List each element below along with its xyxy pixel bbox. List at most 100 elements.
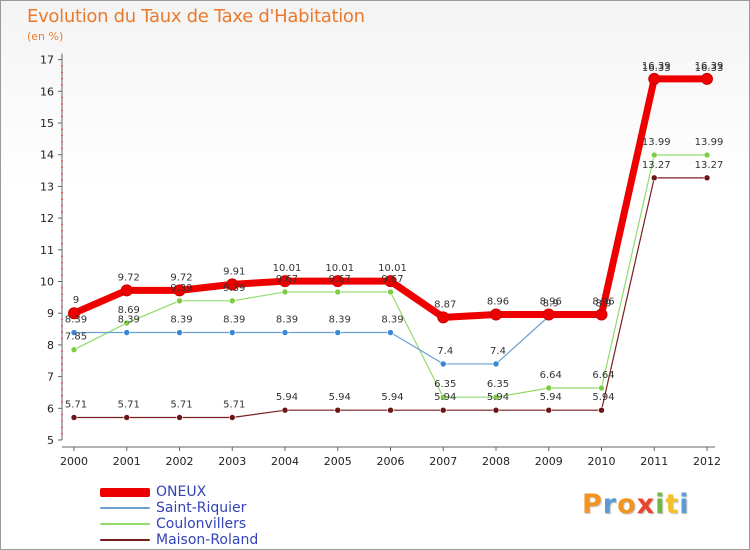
data-label: 6.35: [487, 379, 509, 390]
data-point-maison-roland: [123, 414, 131, 421]
data-label: 6.64: [540, 370, 562, 381]
y-tick-label: 14: [40, 149, 54, 162]
y-tick-label: 10: [40, 276, 54, 289]
legend-swatch: [100, 487, 150, 497]
y-tick-label: 6: [47, 402, 54, 415]
y-minor-tick: [61, 191, 63, 194]
y-minor-tick: [61, 134, 63, 137]
data-label: 6.64: [592, 370, 614, 381]
data-point-saint-riquier: [492, 360, 500, 368]
data-label: 13.99: [642, 137, 671, 148]
data-point-oneux: [490, 308, 502, 321]
legend-item: Coulonvillers: [100, 516, 258, 532]
data-point-coulonvillers: [334, 288, 342, 296]
y-minor-tick: [61, 115, 63, 118]
y-minor-tick: [61, 229, 63, 232]
y-minor-tick: [61, 65, 63, 67]
data-point-maison-roland: [545, 406, 553, 414]
data-label: 7.85: [65, 332, 87, 343]
y-minor-tick: [61, 255, 63, 258]
x-tick-label: 2011: [640, 455, 668, 468]
y-minor-tick: [61, 401, 63, 403]
data-point-coulonvillers: [439, 393, 447, 401]
y-minor-tick: [61, 318, 63, 321]
y-minor-tick: [61, 331, 63, 334]
y-minor-tick: [61, 426, 63, 429]
data-label: 16.39: [695, 61, 724, 72]
y-minor-tick: [61, 166, 63, 169]
y-minor-tick: [61, 71, 63, 74]
x-tick-label: 2009: [535, 455, 563, 468]
legend-swatch: [100, 523, 150, 525]
y-axis-unit: (en %): [27, 30, 64, 43]
legend-label: ONEUX: [156, 484, 207, 500]
data-label: 9.67: [329, 274, 351, 285]
y-tick-label: 8: [47, 339, 54, 352]
logo-letter: r: [602, 489, 618, 520]
data-point-oneux: [279, 275, 291, 288]
data-point-oneux: [120, 284, 133, 297]
y-minor-tick: [61, 388, 63, 391]
y-minor-tick: [61, 179, 63, 181]
data-label: 8.39: [329, 315, 351, 326]
data-label: 9.67: [381, 274, 403, 285]
logo-letter: x: [636, 489, 656, 520]
y-minor-tick: [61, 242, 63, 245]
y-minor-tick: [61, 394, 63, 397]
y-minor-tick: [61, 261, 63, 264]
data-point-coulonvillers: [228, 297, 236, 305]
data-point-coulonvillers: [123, 319, 131, 327]
y-minor-tick: [61, 109, 63, 112]
data-point-oneux: [437, 311, 450, 324]
y-minor-tick: [61, 432, 63, 435]
x-tick-label: 2006: [377, 455, 405, 468]
data-label: 5.94: [276, 392, 298, 403]
y-minor-tick: [61, 350, 63, 353]
data-point-coulonvillers: [598, 384, 605, 392]
y-minor-tick: [61, 160, 63, 162]
y-minor-tick: [61, 413, 63, 416]
y-minor-tick: [61, 293, 63, 296]
y-minor-tick: [61, 369, 63, 372]
data-point-oneux: [701, 72, 713, 85]
data-label: 9.39: [170, 283, 192, 294]
data-point-oneux: [331, 275, 344, 288]
data-label: 13.99: [695, 137, 724, 148]
data-label: 8.39: [170, 315, 192, 326]
data-point-oneux: [595, 308, 608, 321]
data-label: 7.4: [437, 346, 453, 357]
data-label: 16.33: [695, 63, 724, 74]
y-tick-label: 11: [40, 244, 54, 257]
data-label: 16.39: [642, 61, 671, 72]
y-minor-tick: [61, 103, 63, 105]
proxiti-logo: Proxiti: [582, 489, 690, 520]
x-tick-label: 2004: [271, 455, 299, 468]
data-label: 8.9: [543, 298, 559, 309]
y-minor-tick: [61, 324, 63, 327]
x-tick-label: 2002: [166, 455, 194, 468]
logo-letter: P: [582, 489, 603, 520]
y-tick-label: 9: [47, 307, 54, 320]
data-label: 10.01: [325, 263, 354, 274]
data-point-maison-roland: [228, 414, 236, 421]
data-label: 8.39: [381, 315, 403, 326]
data-point-coulonvillers: [492, 393, 500, 401]
data-point-maison-roland: [387, 406, 394, 414]
logo-letter: o: [617, 489, 637, 520]
data-point-maison-roland: [281, 406, 289, 414]
data-label: 9.72: [170, 272, 192, 283]
data-point-coulonvillers: [70, 346, 78, 353]
y-tick-label: 16: [40, 85, 54, 98]
data-label: 13.27: [642, 160, 671, 171]
data-point-saint-riquier: [387, 329, 394, 336]
y-minor-tick: [61, 420, 63, 422]
data-point-saint-riquier: [176, 329, 183, 336]
data-label: 8.39: [65, 315, 87, 326]
legend-swatch: [100, 539, 150, 541]
data-label: 5.71: [170, 399, 192, 410]
data-point-coulonvillers: [387, 288, 394, 296]
data-point-coulonvillers: [703, 151, 711, 159]
y-minor-tick: [61, 172, 63, 175]
